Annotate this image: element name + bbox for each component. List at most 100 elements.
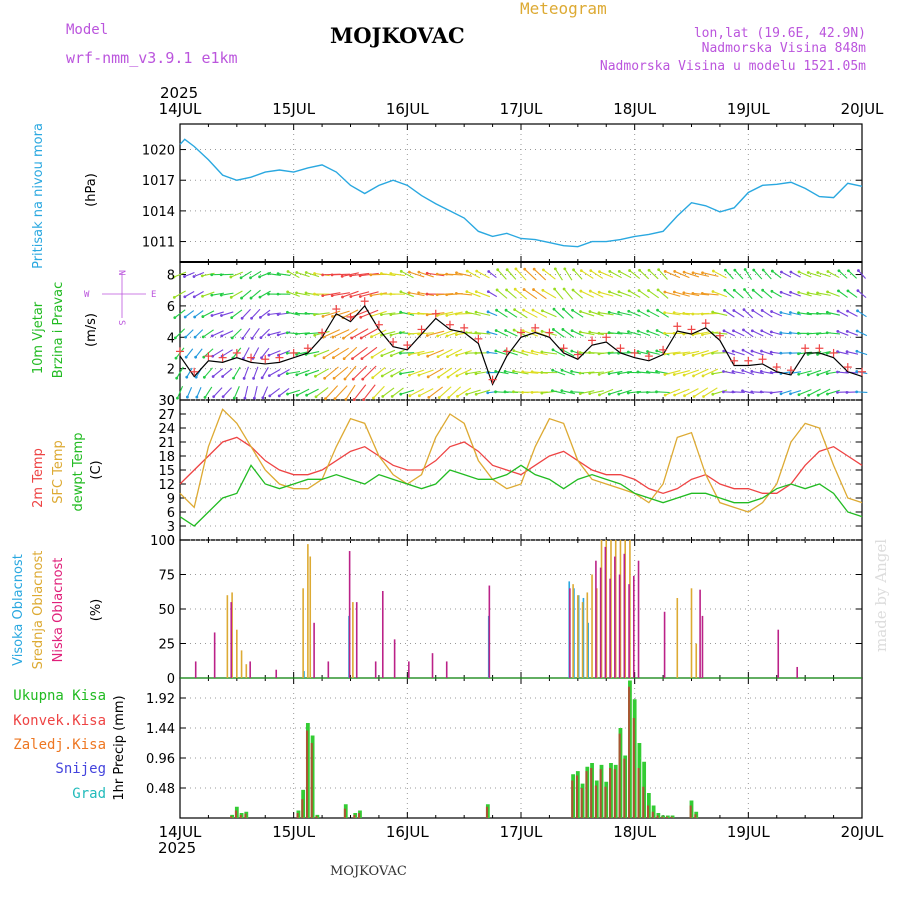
wind-arrow-head (855, 329, 859, 333)
wind-arrow-head (184, 355, 188, 359)
wind-arrow-head (203, 396, 207, 399)
wind-arrow-head (474, 290, 478, 294)
wind-arrow-head (788, 311, 792, 314)
wind-arrow-head (456, 394, 459, 398)
wind-arrow-head (195, 395, 199, 399)
y-tick-label: 15 (158, 464, 175, 479)
wind-arrow (233, 366, 241, 379)
wind-arrow (684, 388, 699, 397)
wind-arrow (533, 268, 547, 281)
wind-arrow (250, 270, 262, 279)
wind-arrow-head (474, 392, 478, 396)
wind-arrow (514, 309, 528, 319)
wind-arrow-head (252, 376, 256, 380)
wind-arrow-head (445, 334, 449, 338)
wind-arrow (657, 309, 669, 318)
wind-arrow-head (183, 315, 187, 319)
wind-arrow (306, 388, 319, 396)
wind-arrow-head (437, 396, 441, 399)
wind-arrow-head (597, 352, 601, 356)
wind-arrow-head (673, 270, 677, 273)
wind-arrow-head (193, 315, 197, 319)
wind-arrow (372, 367, 386, 379)
wind-arrow-head (742, 328, 745, 332)
wind-arrow-head (360, 357, 364, 361)
wind-arrow (780, 291, 792, 297)
wind-arrow (532, 391, 548, 393)
wind-arrow-head (342, 336, 345, 340)
wind-arrow-head (562, 307, 565, 311)
wind-arrow (573, 269, 583, 280)
wind-arrow (427, 349, 445, 357)
wind-arrow (438, 367, 453, 378)
wind-arrow (712, 311, 728, 316)
wind-arrow (221, 330, 234, 337)
wind-arrow (352, 365, 368, 380)
bottom-date-label: 15JUL (272, 823, 315, 841)
wind-arrow (742, 349, 754, 357)
wind-arrow-head (369, 273, 373, 277)
precip-convective-bar (310, 743, 313, 818)
wind-arrow-head (541, 309, 544, 313)
wind-arrow-head (617, 331, 620, 335)
model-label: Model (66, 22, 108, 38)
wind-arrow-head (617, 372, 620, 376)
wind-arrow-head (788, 351, 792, 355)
wind-arrow (628, 290, 641, 298)
wind-arrow (466, 389, 481, 395)
wind-arrow-head (816, 393, 820, 397)
wind-arrow (552, 390, 566, 395)
wind-arrow-head (779, 290, 783, 294)
wind-arrow-head (324, 397, 327, 401)
wind-arrow-head (797, 290, 801, 294)
wind-arrow (647, 330, 660, 337)
wind-arrow-head (636, 350, 640, 353)
wind-arrow-head (313, 313, 316, 317)
y-tick-label: 1.92 (146, 692, 175, 707)
wind-arrow (456, 312, 473, 315)
precip-series (230, 680, 699, 818)
wind-arrow-head (304, 311, 308, 315)
wind-arrow (269, 369, 281, 377)
wind-arrow (278, 388, 290, 397)
y-tick-label: 3 (167, 520, 175, 535)
wind-arrow-head (201, 335, 205, 339)
wind-arrow (419, 388, 434, 397)
wind-arrow (333, 366, 349, 379)
wind-arrow-head (570, 349, 574, 353)
y-tick-label: 0 (167, 394, 175, 409)
wind-arrow-head (816, 373, 820, 377)
wind-arrow-head (285, 372, 289, 376)
wind-arrow-head (512, 390, 515, 394)
wind-arrow (513, 370, 529, 375)
wind-arrow (437, 330, 453, 337)
wind-arrow-head (505, 288, 508, 292)
wind-arrow-head (417, 394, 421, 398)
wind-arrow-head (816, 332, 819, 336)
wind-arrow (647, 371, 660, 374)
wind-arrow-head (369, 294, 373, 297)
wind-arrow (724, 310, 735, 318)
cloud-ylabel-2: Srednja Oblacnost (31, 551, 46, 670)
wind-arrow-head (855, 370, 859, 373)
wind-arrow (314, 349, 330, 357)
wind-arrow (401, 270, 414, 279)
precip-convective-bar (358, 813, 361, 818)
wind-arrow (628, 310, 641, 317)
temp-ylabel-3: dewpt Temp (71, 432, 86, 511)
wind-arrow-head (192, 275, 196, 278)
y-tick-label: 75 (158, 569, 175, 584)
wind-arrow-head (250, 316, 253, 320)
wind-arrow (827, 291, 840, 297)
precip-convective-bar (642, 786, 645, 818)
wind-arrow (732, 391, 745, 394)
wind-arrow (476, 291, 491, 298)
wind-arrow-head (321, 294, 325, 298)
wind-arrow-head (352, 398, 356, 401)
wind-arrow-head (358, 295, 362, 298)
wind-arrow (487, 351, 498, 355)
precip-convective-bar (628, 686, 631, 818)
precip-convective-bar (239, 814, 242, 818)
wind-arrow-head (807, 393, 811, 397)
wind-arrow-head (513, 308, 517, 312)
